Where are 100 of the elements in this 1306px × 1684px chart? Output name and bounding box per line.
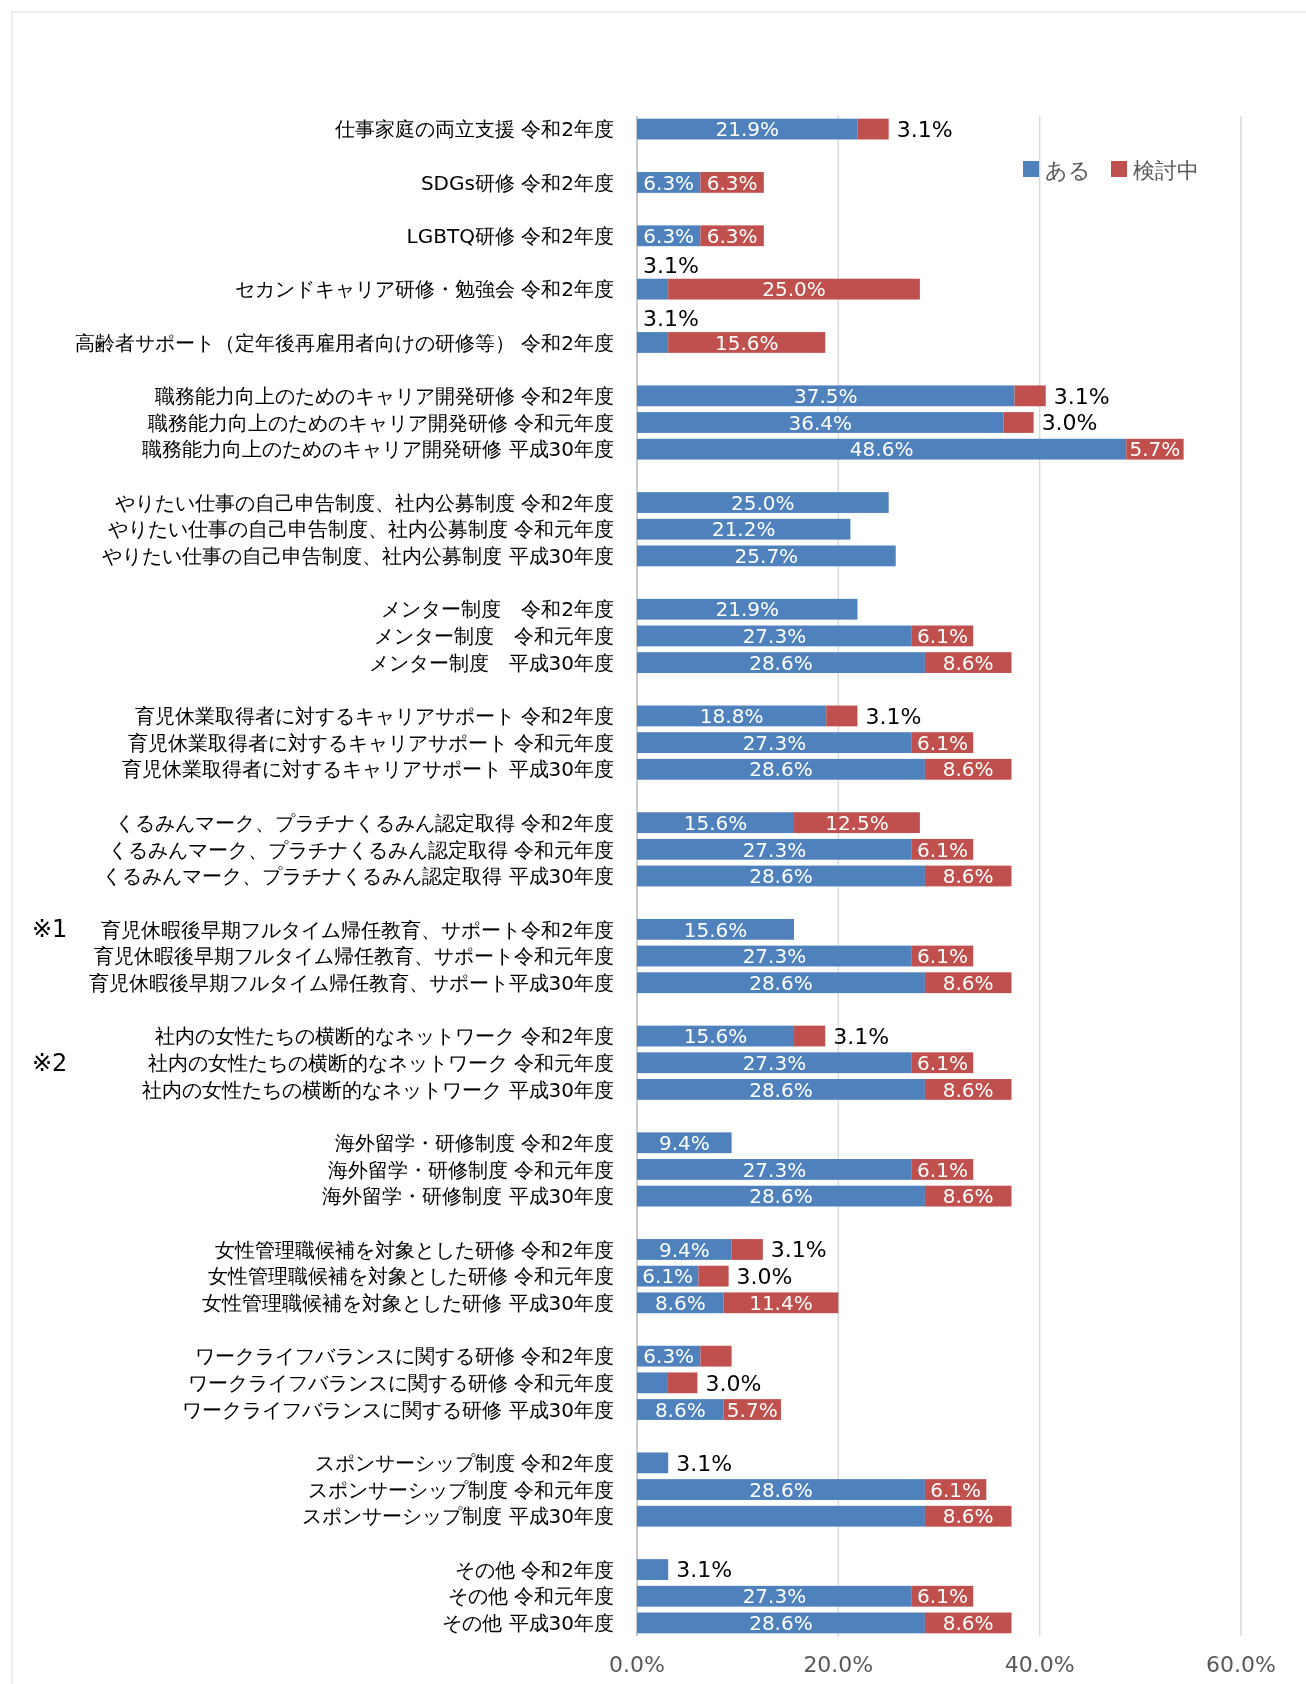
data-label: 6.3% bbox=[643, 1344, 695, 1369]
data-label: 25.0% bbox=[731, 490, 795, 515]
y-tick-label: 職務能力向上のためのキャリア開発研修 令和元年度 bbox=[147, 410, 614, 435]
data-label: 6.3% bbox=[706, 170, 758, 195]
x-tick-label: 40.0% bbox=[1004, 1652, 1075, 1677]
bar bbox=[1014, 385, 1046, 407]
y-tick-label: メンター制度 平成30年度 bbox=[368, 650, 614, 675]
y-tick-label: 社内の女性たちの横断的なネットワーク 令和元年度 bbox=[147, 1050, 614, 1075]
y-tick-label: 女性管理職候補を対象とした研修 令和2年度 bbox=[214, 1237, 614, 1262]
bar bbox=[637, 758, 925, 780]
data-label: 8.6% bbox=[654, 1291, 706, 1316]
bar bbox=[637, 1585, 912, 1607]
y-tick-label: 仕事家庭の両立支援 令和2年度 bbox=[333, 117, 614, 142]
data-label: 3.1% bbox=[676, 1557, 733, 1583]
data-label: 25.0% bbox=[762, 277, 826, 302]
data-label: 11.4% bbox=[749, 1291, 813, 1316]
bar bbox=[637, 1559, 669, 1580]
bar bbox=[637, 945, 912, 967]
data-label: 36.4% bbox=[788, 410, 852, 435]
data-label: 6.1% bbox=[930, 1477, 982, 1502]
data-label: 8.6% bbox=[942, 970, 994, 995]
y-tick-label: メンター制度 令和2年度 bbox=[381, 597, 614, 622]
data-label: 8.6% bbox=[942, 1077, 994, 1102]
y-tick-label: 職務能力向上のためのキャリア開発研修 令和2年度 bbox=[154, 384, 614, 409]
data-label: 28.6% bbox=[749, 1477, 813, 1502]
y-tick-label: 育児休暇後早期フルタイム帰任教育、サポート令和2年度 bbox=[101, 917, 614, 942]
data-label: 15.6% bbox=[714, 330, 779, 355]
data-label: 27.3% bbox=[742, 1584, 807, 1609]
bar bbox=[637, 1479, 925, 1500]
bar bbox=[700, 1345, 732, 1367]
legend-label: 検討中 bbox=[1133, 157, 1199, 183]
y-tick-label: 育児休業取得者に対するキャリアサポート 令和元年度 bbox=[127, 730, 614, 755]
data-label: 15.6% bbox=[683, 1024, 748, 1049]
y-tick-label: くるみんマーク、プラチナくるみん認定取得 令和2年度 bbox=[114, 810, 614, 835]
bar bbox=[637, 972, 925, 994]
y-tick-label: 育児休暇後早期フルタイム帰任教育、サポート令和元年度 bbox=[94, 944, 614, 969]
bar bbox=[637, 1372, 668, 1394]
data-label: 8.6% bbox=[942, 1184, 994, 1209]
bar bbox=[637, 1159, 912, 1180]
bar bbox=[731, 1239, 763, 1260]
bar bbox=[637, 1079, 925, 1100]
y-tick-label: くるみんマーク、プラチナくるみん認定取得 平成30年度 bbox=[102, 864, 614, 889]
y-tick-label: 女性管理職候補を対象とした研修 令和元年度 bbox=[207, 1264, 614, 1289]
data-label: 3.1% bbox=[865, 703, 922, 729]
y-tick-label: 海外留学・研修制度 平成30年度 bbox=[322, 1184, 614, 1209]
bar bbox=[637, 598, 858, 620]
y-tick-label: ワークライフバランスに関する研修 令和2年度 bbox=[194, 1344, 614, 1369]
bar bbox=[857, 118, 889, 140]
data-label: 3.1% bbox=[643, 306, 699, 332]
data-label: 6.3% bbox=[706, 223, 758, 248]
data-label: 27.3% bbox=[742, 1050, 807, 1075]
y-tick-label: LGBTQ研修 令和2年度 bbox=[406, 223, 614, 248]
bar bbox=[637, 625, 912, 647]
y-tick-label: ワークライフバランスに関する研修 令和元年度 bbox=[187, 1371, 614, 1396]
bar bbox=[698, 1265, 729, 1287]
data-label: 8.6% bbox=[942, 650, 994, 675]
data-label: 8.6% bbox=[654, 1397, 706, 1422]
y-tick-label: ワークライフバランスに関する研修 平成30年度 bbox=[182, 1397, 614, 1422]
bar bbox=[1003, 412, 1034, 433]
bar bbox=[667, 1372, 698, 1394]
data-label: 6.1% bbox=[917, 730, 968, 755]
x-tick-label: 20.0% bbox=[803, 1652, 874, 1677]
y-tick-label: 社内の女性たちの横断的なネットワーク 令和2年度 bbox=[154, 1024, 614, 1049]
bar bbox=[826, 705, 858, 727]
data-label: 6.1% bbox=[917, 1584, 968, 1609]
bar bbox=[794, 1025, 826, 1047]
bar bbox=[637, 278, 669, 300]
data-label: 3.1% bbox=[770, 1237, 827, 1263]
y-tick-label: 職務能力向上のためのキャリア開発研修 平成30年度 bbox=[142, 437, 614, 462]
text: ※2 bbox=[32, 1048, 68, 1077]
data-label: 3.1% bbox=[643, 252, 699, 278]
data-label: 6.1% bbox=[917, 624, 968, 649]
bar bbox=[637, 1185, 925, 1207]
data-label: 3.1% bbox=[833, 1023, 890, 1049]
data-label: 27.3% bbox=[742, 624, 807, 649]
data-label: 37.5% bbox=[793, 384, 858, 409]
data-label: 6.1% bbox=[917, 837, 968, 862]
bar bbox=[637, 1052, 912, 1074]
y-tick-label: スポンサーシップ制度 令和元年度 bbox=[307, 1477, 614, 1502]
data-label: 15.6% bbox=[683, 810, 748, 835]
bar bbox=[637, 385, 1015, 407]
bar bbox=[637, 732, 912, 754]
bar bbox=[637, 518, 851, 540]
data-label: 3.0% bbox=[736, 1264, 793, 1290]
data-label: 28.6% bbox=[749, 1184, 813, 1209]
data-label: 27.3% bbox=[742, 837, 807, 862]
data-label: 21.9% bbox=[715, 597, 779, 622]
y-tick-label: やりたい仕事の自己申告制度、社内公募制度 令和元年度 bbox=[107, 517, 614, 542]
data-label: 48.6% bbox=[849, 437, 914, 462]
data-label: 3.1% bbox=[1053, 383, 1110, 409]
y-tick-label: 育児休業取得者に対するキャリアサポート 平成30年度 bbox=[122, 757, 614, 782]
data-label: 8.6% bbox=[942, 1611, 994, 1636]
data-label: 6.3% bbox=[643, 170, 695, 195]
data-label: 28.6% bbox=[749, 650, 813, 675]
bar bbox=[637, 1505, 925, 1527]
y-tick-label: 高齢者サポート（定年後再雇用者向けの研修等） 令和2年度 bbox=[74, 330, 614, 355]
y-tick-label: その他 平成30年度 bbox=[442, 1611, 614, 1636]
bar bbox=[637, 412, 1004, 433]
y-tick-label: 育児休暇後早期フルタイム帰任教育、サポート平成30年度 bbox=[88, 970, 614, 995]
bar bbox=[668, 278, 920, 300]
